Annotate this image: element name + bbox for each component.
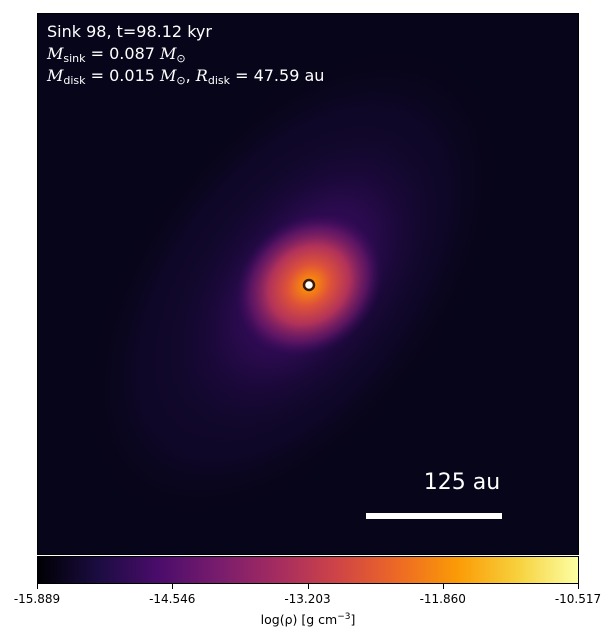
colorbar-tick-label: -11.860: [419, 592, 466, 606]
colorbar-label: log(ρ) [g cm−3]: [261, 612, 356, 627]
colorbar-tick: [307, 584, 309, 589]
density-map: [37, 13, 579, 555]
annotation-sink-mass: Msink = 0.087 M⊙: [47, 44, 186, 68]
sink-mass-unit-sub: ⊙: [176, 52, 186, 65]
sink-marker: [302, 278, 316, 292]
sink-mass-value: = 0.087: [90, 44, 155, 63]
colorbar: [37, 556, 579, 584]
density-map-svg: [38, 14, 578, 554]
sink-mass-unit: M: [160, 44, 177, 63]
disk-mass-unit: M: [160, 66, 177, 85]
disk-radius-sub: disk: [207, 74, 230, 87]
colorbar-tick: [172, 584, 174, 589]
colorbar-label-suffix: ]: [350, 612, 356, 628]
scale-bar: [366, 513, 502, 519]
colorbar-label-sup: −3: [337, 612, 351, 622]
disk-mass-value: = 0.015: [90, 66, 155, 85]
colorbar-tick: [578, 584, 579, 589]
colorbar-tick: [442, 584, 444, 589]
annotation-title: Sink 98, t=98.12 kyr: [47, 22, 212, 41]
colorbar-tick-label: -15.889: [13, 592, 61, 606]
colorbar-tick-label: -13.203: [284, 592, 331, 606]
disk-mass-sub: disk: [63, 74, 86, 87]
annotation-disk: Mdisk = 0.015 M⊙, Rdisk = 47.59 au: [47, 66, 325, 87]
disk-mass-unit-sub: ⊙: [176, 74, 186, 87]
sink-mass-sub: sink: [63, 52, 86, 65]
colorbar-tick-label: -14.546: [149, 592, 196, 606]
scale-bar-label: 125 au: [423, 470, 501, 495]
disk-radius-value: = 47.59 au: [235, 66, 325, 85]
disk-radius-symbol: R: [195, 66, 208, 85]
sink-mass-symbol: M: [47, 44, 64, 63]
colorbar-label-prefix: log(ρ) [g cm: [260, 612, 338, 628]
disk-mass-symbol: M: [47, 66, 64, 85]
colorbar-tick-label: -10.517: [554, 592, 602, 606]
colorbar-tick: [37, 584, 38, 589]
title-line: Sink 98, t=98.12 kyr: [47, 22, 212, 41]
